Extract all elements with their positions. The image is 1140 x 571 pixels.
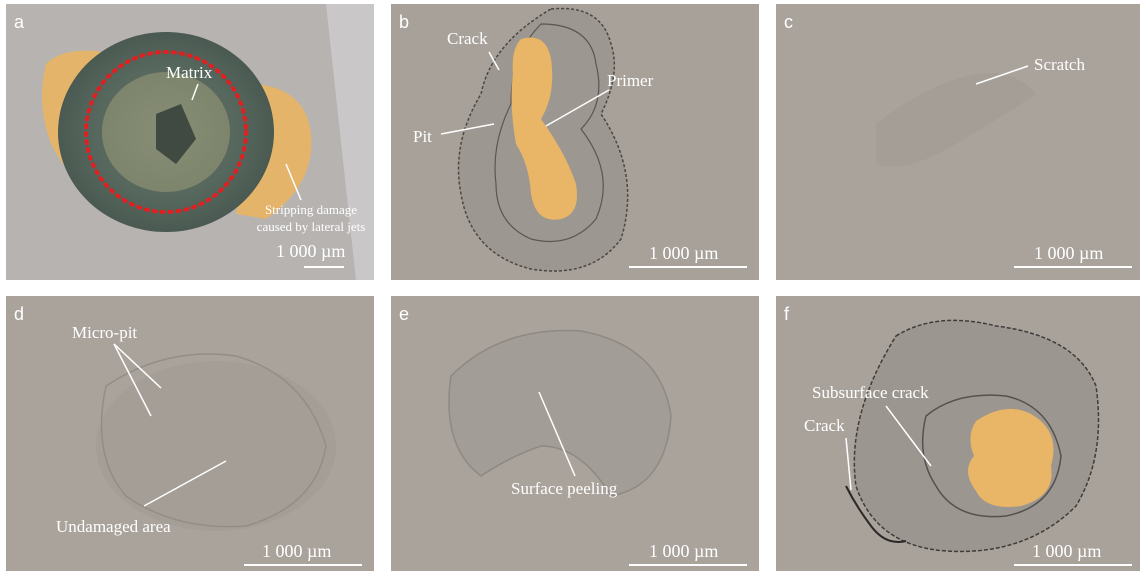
annotation-micro-pit: Micro-pit [72,323,138,342]
scale-label-d: 1 000 µm [262,541,332,561]
scale-bar-e [629,564,747,566]
annotation-surface-peeling: Surface peeling [511,479,618,498]
panel-c: c Scratch 1 000 µm [776,4,1140,280]
scale-bar-d [244,564,362,566]
panel-b: b Crack Primer Pit 1 000 µm [391,4,759,280]
scale-label-f: 1 000 µm [1032,541,1102,561]
panel-e: e Surface peeling 1 000 µm [391,296,759,571]
panel-label-b: b [399,12,410,32]
panel-label-a: a [14,12,25,32]
scale-bar-c [1014,266,1132,268]
scale-label-c: 1 000 µm [1034,243,1104,263]
panel-b-image [391,4,759,280]
scale-bar-b [629,266,747,268]
scale-label-a: 1 000 µm [276,241,346,261]
annotation-scratch: Scratch [1034,55,1085,74]
annotation-pit: Pit [413,127,432,146]
panel-label-d: d [14,304,25,324]
annotation-crack-f: Crack [804,416,845,435]
annotation-crack: Crack [447,29,488,48]
annotation-undamaged-area: Undamaged area [56,517,171,536]
annotation-primer: Primer [607,71,654,90]
panel-label-e: e [399,304,410,324]
scale-bar-f [1014,564,1132,566]
annotation-subsurface-crack: Subsurface crack [812,383,929,402]
panel-e-image [391,296,759,571]
annotation-stripping-damage: Stripping damage caused by lateral jets [256,202,366,234]
scale-label-b: 1 000 µm [649,243,719,263]
panel-a-image [6,4,374,280]
panel-label-f: f [784,304,790,324]
panel-c-image [776,4,1140,280]
annotation-matrix: Matrix [166,63,213,82]
panel-f-image [776,296,1140,571]
dashed-circle [84,50,248,214]
panel-f: f Subsurface crack Crack 1 000 µm [776,296,1140,571]
panel-a: a Matrix Stripping damage caused by late… [6,4,374,280]
panel-label-c: c [784,12,793,32]
panel-d: d Micro-pit Undamaged area 1 000 µm [6,296,374,571]
scale-label-e: 1 000 µm [649,541,719,561]
scale-bar-a [304,266,344,268]
